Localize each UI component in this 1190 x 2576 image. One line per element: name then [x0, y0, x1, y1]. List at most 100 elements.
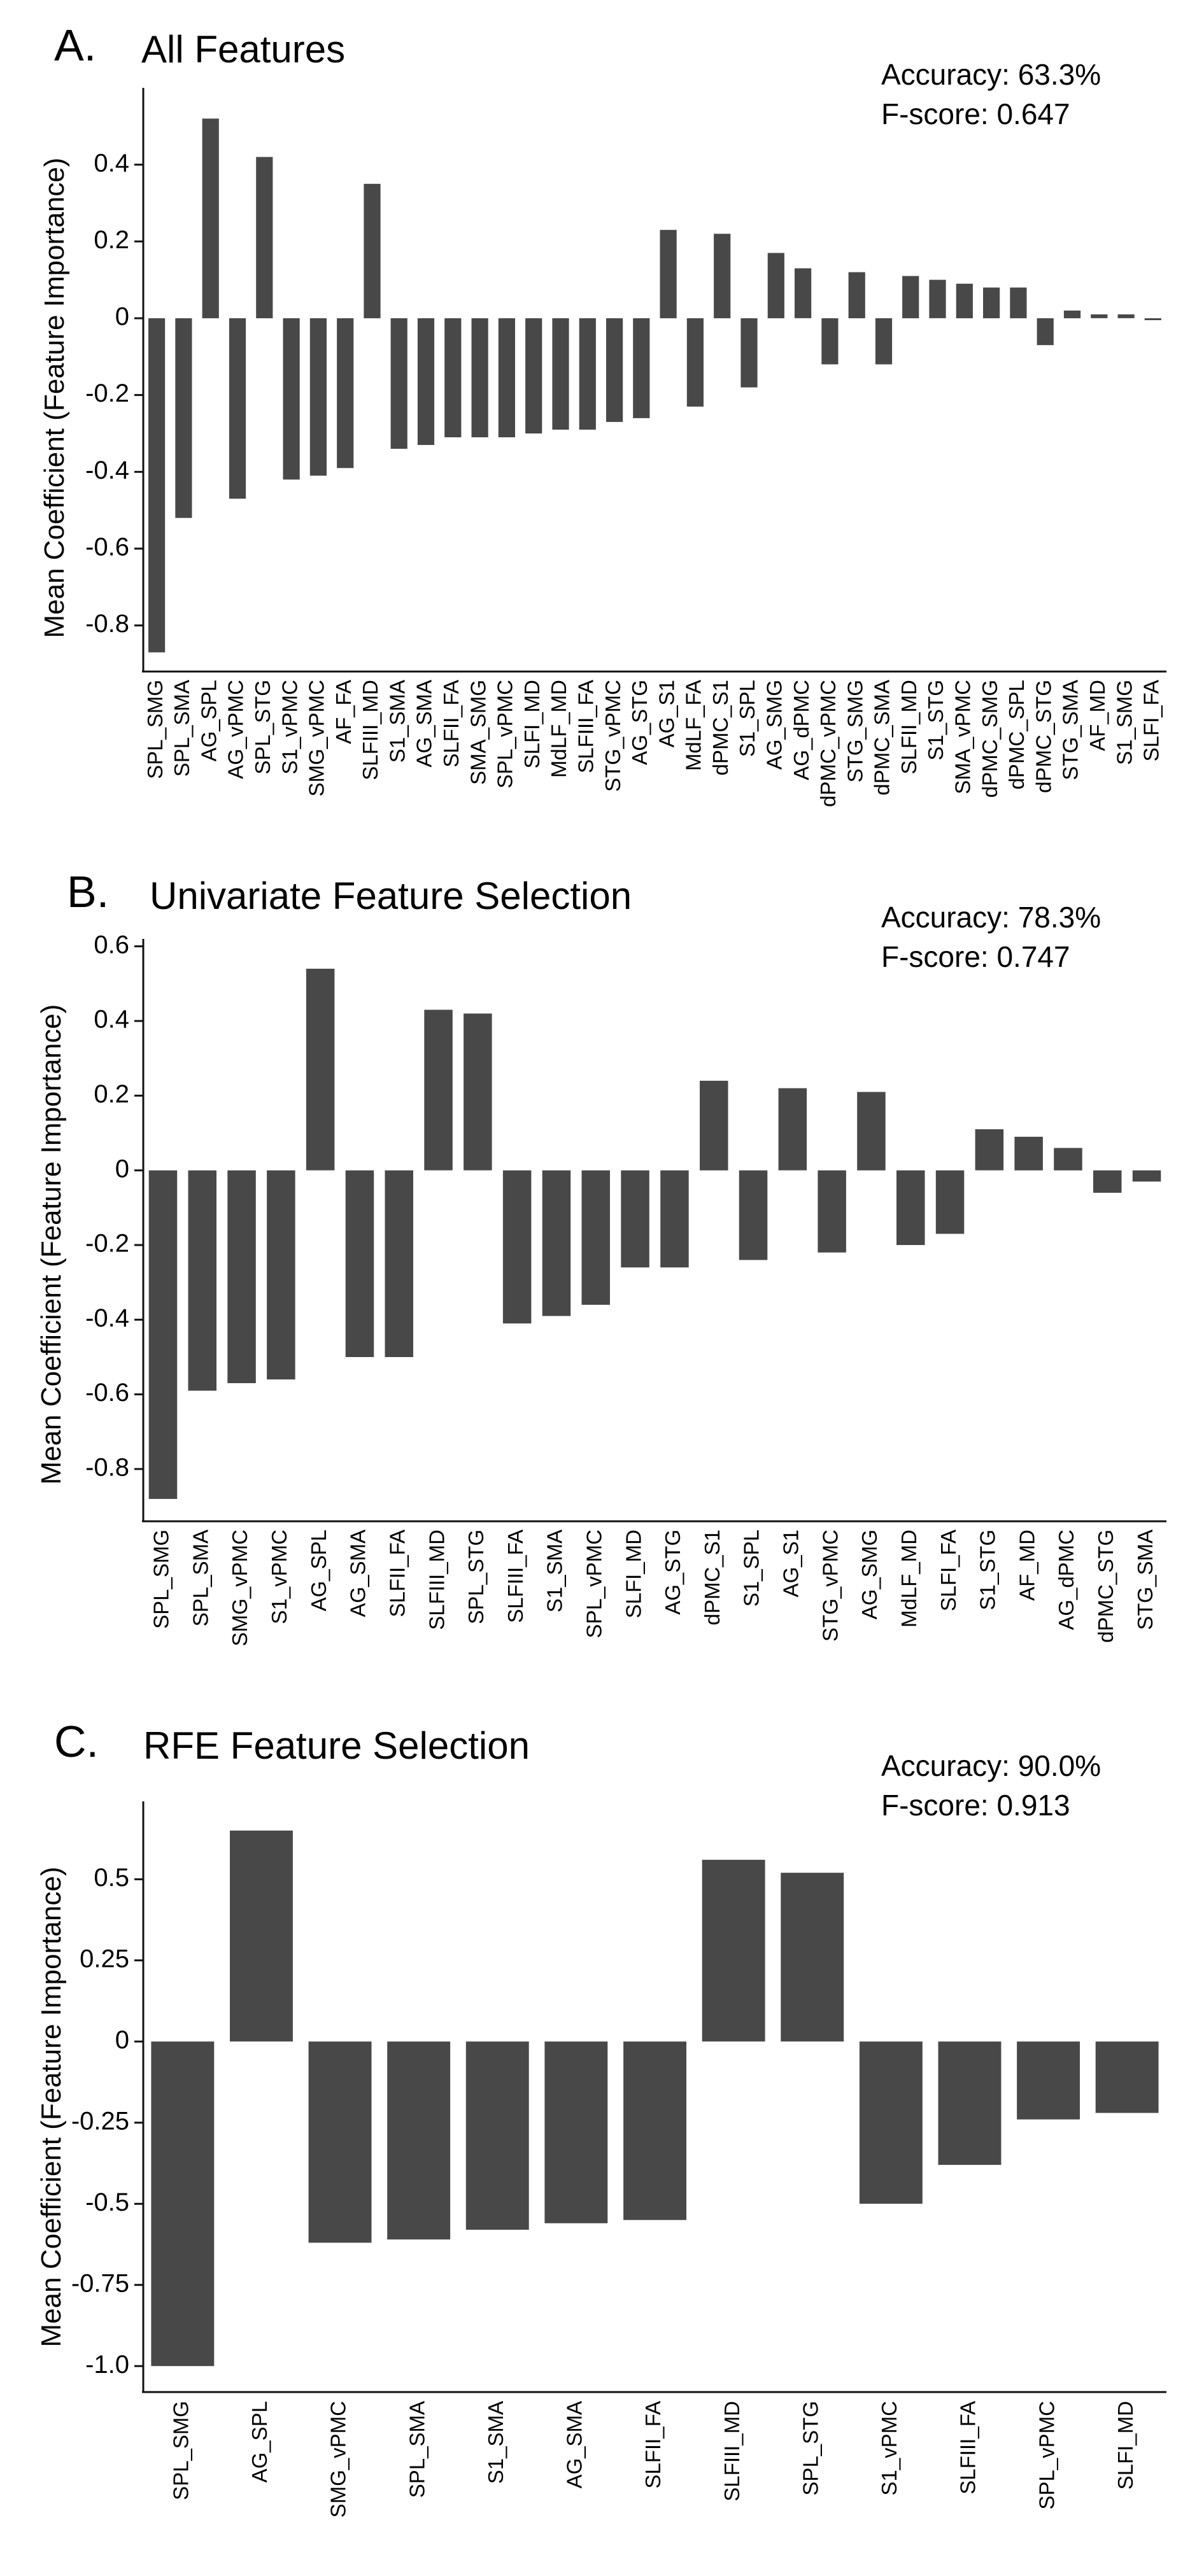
- x-tick-label: SPL_SMA: [188, 1530, 212, 1626]
- x-tick-label: SMA_SMG: [466, 680, 490, 785]
- bar-AG_S1: [660, 230, 677, 318]
- bar-S1_SPL: [740, 318, 758, 388]
- bar-S1_vPMC: [267, 1170, 295, 1380]
- chart-all-features: A. All Features Accuracy: 63.3% F-score:…: [39, 20, 1166, 807]
- y-tick-label: -1.0: [85, 2351, 129, 2379]
- bar-SLFIII_FA: [938, 2041, 1002, 2165]
- x-tick-label: AG_SMA: [563, 2401, 586, 2489]
- x-tick-label: S1_vPMC: [877, 2401, 901, 2496]
- bar-SLFI_FA: [935, 1170, 965, 1234]
- bar-SLFIII_FA: [579, 318, 596, 430]
- x-tick-label: AG_STG: [661, 1530, 684, 1615]
- x-tick-label: AF_FA: [332, 680, 355, 744]
- bar-AF_FA: [337, 318, 354, 468]
- bar-SLFIII_MD: [424, 1010, 453, 1171]
- bar-S1_SMA: [390, 318, 407, 449]
- x-tick-labels: SPL_SMG SPL_SMA AG_SPL AG_vPMC SPL_STG S1_vPM…: [143, 680, 1163, 807]
- x-tick-label: SPL_vPMC: [493, 680, 517, 789]
- bar-MdLF_MD: [552, 318, 569, 430]
- y-tick-label: -0.6: [85, 1379, 129, 1407]
- x-tick-label: S1_SPL: [735, 680, 759, 757]
- y-ticks: 0.6 0.4 0.2 0 -0.2 -0.4 -0.6 -0.8: [85, 931, 143, 1481]
- x-tick-label: SPL_SMG: [169, 2401, 193, 2500]
- x-tick-label: MdLF_FA: [682, 680, 705, 771]
- bar-AF_MD: [1014, 1136, 1043, 1171]
- bar-STG_SMG: [848, 272, 865, 318]
- x-tick-label: S1_SMA: [386, 680, 409, 763]
- x-tick-label: dPMC_STG: [1031, 680, 1055, 793]
- y-tick-label: 0.4: [94, 1006, 129, 1034]
- accuracy-label: Accuracy: 63.3%: [881, 58, 1101, 91]
- x-tick-label: AG_SPL: [248, 2401, 271, 2482]
- bar-AG_SMA: [544, 2041, 608, 2223]
- x-tick-label: SMG_vPMC: [327, 2401, 350, 2517]
- accuracy-label: Accuracy: 90.0%: [881, 1749, 1101, 1782]
- y-tick-label: -0.6: [85, 533, 129, 561]
- bar-AG_SMG: [767, 253, 784, 318]
- bar-SLFII_FA: [444, 318, 462, 437]
- panel-letter: B.: [67, 867, 109, 917]
- bar-SLFI_MD: [525, 318, 542, 433]
- x-tick-label: AG_SMG: [763, 680, 786, 770]
- x-tick-label: SPL_vPMC: [583, 1530, 606, 1638]
- x-tick-label: SPL_SMA: [405, 2401, 429, 2498]
- x-tick-label: S1_vPMC: [267, 1530, 291, 1624]
- x-tick-label: SLFI_MD: [1114, 2401, 1137, 2489]
- y-tick-label: 0.4: [94, 149, 129, 177]
- bar-dPMC_vPMC: [821, 318, 839, 365]
- fscore-label: F-score: 0.913: [881, 1789, 1070, 1822]
- x-tick-label: S1_STG: [924, 680, 947, 761]
- bar-SLFI_MD: [1095, 2041, 1159, 2113]
- bar-SLFIII_MD: [702, 1859, 765, 2042]
- bar-AG_SPL: [202, 118, 219, 319]
- fscore-label: F-score: 0.747: [881, 940, 1070, 973]
- x-tick-label: AG_dPMC: [1054, 1530, 1078, 1630]
- bar-dPMC_S1: [714, 234, 731, 318]
- bar-dPMC_SMG: [983, 287, 1000, 318]
- bar-AG_SMA: [417, 318, 435, 446]
- x-tick-label: dPMC_S1: [700, 1530, 724, 1625]
- x-tick-label: dPMC_vPMC: [816, 680, 840, 807]
- y-tick-label: 0.6: [94, 931, 129, 959]
- y-tick-label: -0.8: [85, 1453, 129, 1481]
- x-tick-label: AF_MD: [1086, 680, 1109, 751]
- x-tick-label: AG_dPMC: [790, 680, 813, 780]
- panel-letter: C.: [54, 1717, 99, 1766]
- x-tick-label: SLFI_MD: [520, 680, 544, 768]
- bar-STG_vPMC: [818, 1170, 846, 1253]
- x-tick-label: SLFII_FA: [386, 1530, 409, 1617]
- bar-dPMC_SPL: [1010, 287, 1027, 318]
- bar-SMA_SMG: [471, 318, 488, 437]
- bar-S1_vPMC: [283, 318, 300, 480]
- bar-S1_vPMC: [859, 2041, 923, 2204]
- bar-S1_SPL: [739, 1170, 768, 1260]
- x-tick-label: S1_SPL: [740, 1530, 763, 1607]
- x-tick-label: dPMC_STG: [1094, 1530, 1117, 1643]
- y-tick-label: -0.2: [85, 379, 129, 407]
- bar-SLFII_FA: [623, 2041, 686, 2220]
- bar-SLFI_FA: [1144, 318, 1161, 320]
- x-tick-label: AG_S1: [655, 680, 678, 747]
- x-tick-label: STG_SMA: [1059, 680, 1082, 780]
- bar-SPL_SMG: [148, 1170, 178, 1499]
- y-tick-label: -0.4: [85, 1304, 129, 1332]
- bar-AF_MD: [1091, 314, 1108, 318]
- bar-AG_STG: [633, 318, 650, 418]
- y-tick-label: -0.2: [85, 1230, 129, 1258]
- bar-SLFI_MD: [621, 1170, 649, 1268]
- x-tick-label: AG_SMA: [346, 1530, 370, 1617]
- chart-univariate: B. Univariate Feature Selection Accuracy…: [36, 867, 1166, 1646]
- x-tick-label: SLFI_FA: [937, 1530, 960, 1611]
- bar-AG_dPMC: [795, 268, 812, 318]
- bar-STG_vPMC: [606, 318, 623, 422]
- bar-S1_SMA: [542, 1170, 571, 1316]
- x-tick-label: STG_SMA: [1133, 1530, 1157, 1630]
- bar-SLFIII_FA: [502, 1170, 532, 1324]
- x-tick-label: AG_SPL: [307, 1530, 330, 1611]
- x-tick-label: STG_vPMC: [601, 680, 625, 792]
- bar-AG_SMG: [857, 1092, 886, 1171]
- y-tick-label: -0.8: [85, 610, 129, 638]
- bar-STG_SMA: [1063, 310, 1081, 318]
- bar-dPMC_STG: [1037, 318, 1054, 346]
- bar-AG_vPMC: [229, 318, 246, 499]
